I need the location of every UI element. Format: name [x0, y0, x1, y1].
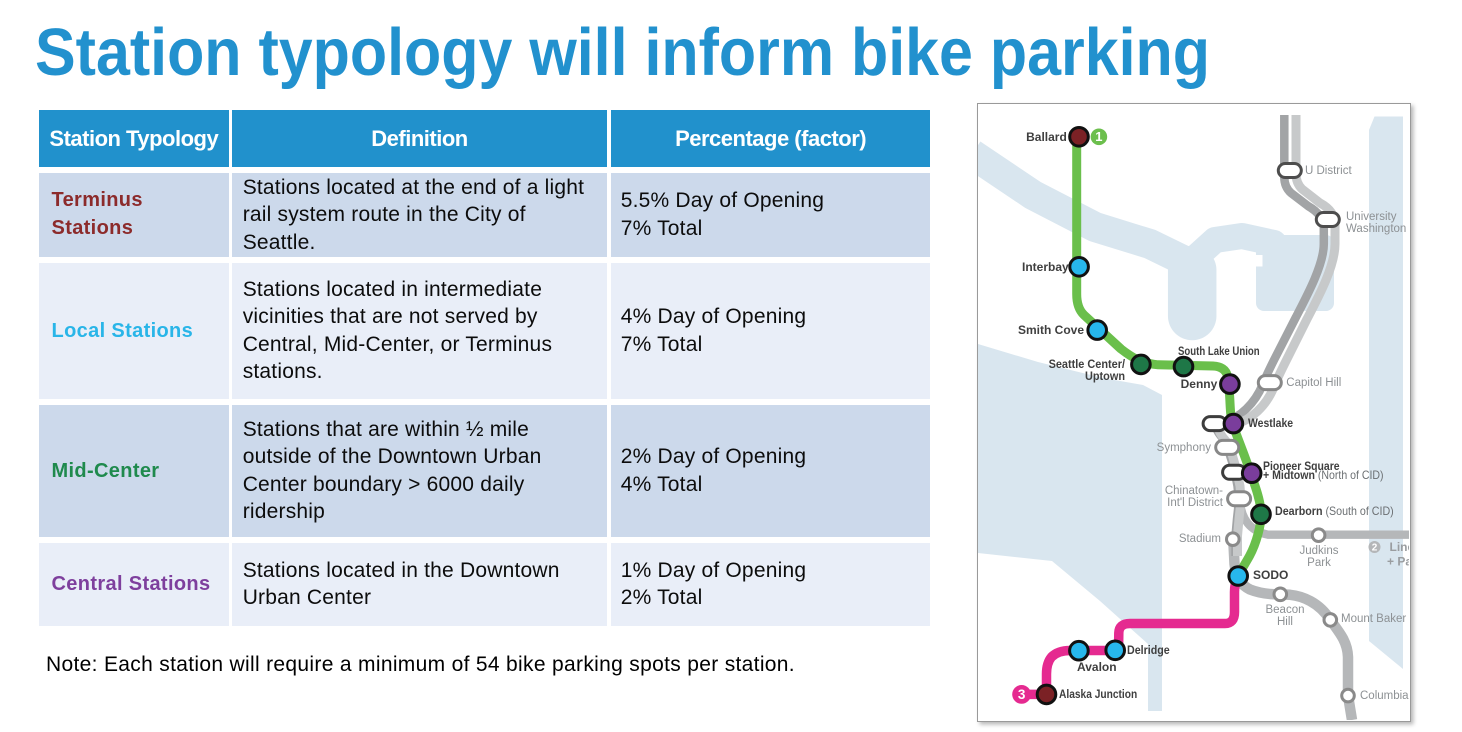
svg-text:2: 2: [1372, 543, 1378, 554]
svg-text:1: 1: [1095, 129, 1102, 144]
svg-text:3: 3: [1018, 687, 1026, 702]
svg-text:Line: Line: [1390, 540, 1410, 554]
svg-text:+ Park: + Park: [1387, 555, 1409, 569]
